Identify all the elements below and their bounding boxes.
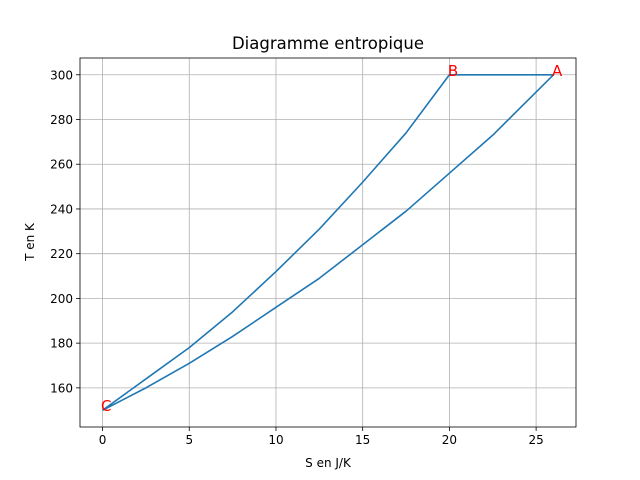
y-tick-label: 180 — [50, 337, 73, 351]
cycle-line — [102, 73, 555, 411]
chart-title: Diagramme entropique — [232, 34, 424, 53]
y-tick-label: 200 — [50, 292, 73, 306]
series-lines — [102, 73, 555, 411]
y-tick-label: 280 — [50, 113, 73, 127]
y-axis-label: T en K — [23, 222, 37, 262]
point-annotations: A B C — [101, 62, 563, 415]
y-tick-label: 260 — [50, 158, 73, 172]
x-tick-label: 5 — [185, 433, 193, 447]
y-tick-label: 160 — [50, 381, 73, 395]
x-axis-label: S en J/K — [305, 456, 352, 470]
x-tick-label: 20 — [442, 433, 457, 447]
y-tick-label: 240 — [50, 202, 73, 216]
y-tick-label: 300 — [50, 68, 73, 82]
y-tick-label: 220 — [50, 247, 73, 261]
x-tick-label: 15 — [355, 433, 370, 447]
x-tick-label: 25 — [528, 433, 543, 447]
plot-frame — [79, 57, 577, 428]
point-label-a: A — [552, 62, 563, 80]
point-label-b: B — [448, 62, 458, 80]
point-label-c: C — [101, 397, 111, 415]
grid — [80, 58, 576, 427]
x-tick-label: 0 — [99, 433, 107, 447]
x-tick-label: 10 — [268, 433, 283, 447]
axis-ticks: 0 5 10 15 20 25 160 180 200 220 240 260 280 300 — [50, 68, 544, 447]
